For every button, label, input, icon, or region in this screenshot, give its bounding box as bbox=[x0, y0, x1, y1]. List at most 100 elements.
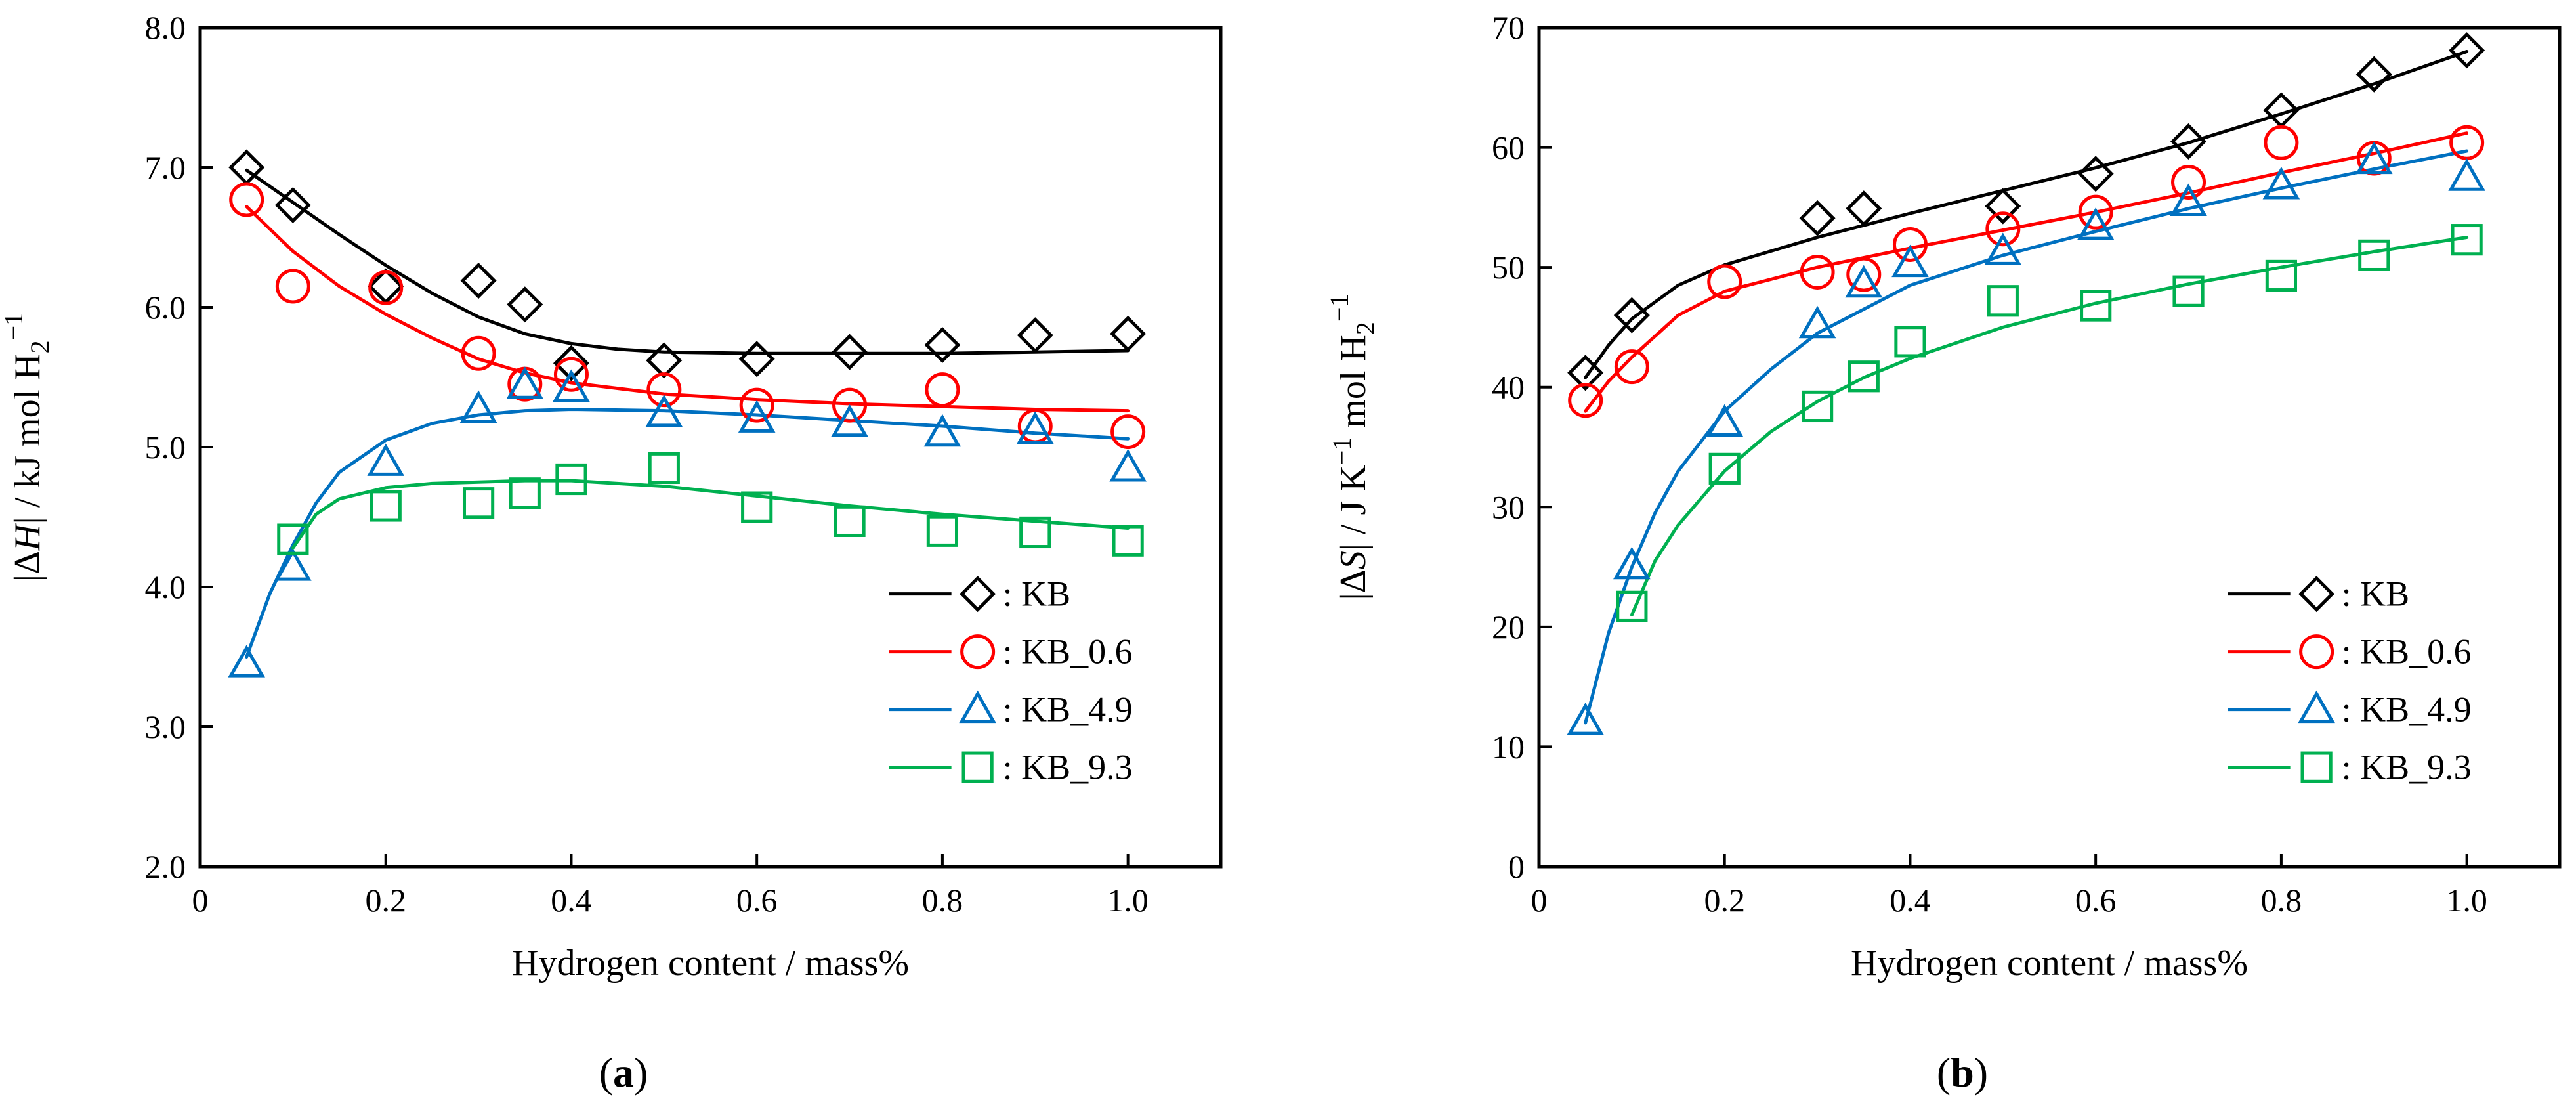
data-point bbox=[2078, 194, 2113, 230]
data-markers bbox=[228, 149, 1147, 678]
data-point bbox=[1567, 703, 1604, 735]
y-tick-label: 40 bbox=[1492, 369, 1525, 406]
data-point bbox=[509, 477, 541, 509]
data-point bbox=[648, 452, 680, 485]
data-point bbox=[1707, 264, 1742, 299]
data-point bbox=[739, 387, 774, 423]
data-point bbox=[645, 394, 683, 427]
legend-marker bbox=[960, 634, 996, 670]
data-point bbox=[1614, 349, 1649, 385]
data-point bbox=[1019, 516, 1051, 549]
x-tick-label: 0.4 bbox=[1890, 882, 1931, 919]
y-tick-label: 8.0 bbox=[145, 9, 186, 46]
data-point bbox=[275, 269, 310, 304]
data-point bbox=[925, 372, 960, 408]
data-point bbox=[1616, 590, 1648, 622]
legend: : KB: KB_0.6: KB_4.9: KB_9.3 bbox=[889, 574, 1133, 787]
data-point bbox=[555, 463, 587, 496]
x-tick-label: 1.0 bbox=[1107, 882, 1149, 919]
x-tick-label: 1.0 bbox=[2446, 882, 2487, 919]
data-point bbox=[926, 515, 959, 547]
legend-marker bbox=[961, 751, 994, 783]
data-point bbox=[1613, 546, 1651, 580]
y-tick-label: 7.0 bbox=[145, 149, 186, 186]
x-axis-title: Hydrogen content / mass% bbox=[512, 943, 909, 984]
legend-label: : KB_9.3 bbox=[1003, 748, 1133, 787]
data-point bbox=[1706, 404, 1744, 437]
data-point bbox=[2170, 123, 2207, 160]
data-markers bbox=[1567, 32, 2485, 735]
legend-marker bbox=[2298, 576, 2335, 613]
data-point bbox=[1801, 390, 1834, 423]
plot-frame bbox=[198, 26, 1223, 869]
data-point bbox=[459, 390, 497, 423]
data-point bbox=[1016, 411, 1054, 444]
y-axis-title: |ΔS| / J K−1 mol H2−1 bbox=[1324, 294, 1380, 601]
legend-marker bbox=[2300, 751, 2333, 783]
data-point bbox=[274, 186, 311, 224]
data-point bbox=[2264, 125, 2299, 160]
data-point bbox=[368, 270, 404, 305]
data-point bbox=[460, 262, 497, 299]
data-point bbox=[2262, 166, 2300, 200]
data-point bbox=[1892, 227, 1928, 262]
data-point bbox=[2172, 275, 2205, 307]
legend-label: : KB_9.3 bbox=[2342, 748, 2472, 787]
data-point bbox=[1846, 190, 1882, 227]
data-point bbox=[2358, 239, 2390, 271]
fit-line bbox=[1584, 131, 2469, 413]
y-tick-label: 3.0 bbox=[145, 708, 186, 745]
data-point bbox=[370, 490, 402, 522]
x-tick-label: 0.2 bbox=[365, 882, 406, 919]
data-point bbox=[1799, 200, 1836, 236]
fit-line bbox=[245, 168, 1130, 355]
data-point bbox=[553, 369, 590, 402]
data-point bbox=[834, 505, 866, 537]
panel-a: 0 0.2 0.4 0.6 0.8 1.0 2.0 3.0 4.0 5.0 6.0 7.0 8.0 : … bbox=[0, 9, 1223, 1096]
x-tick-label: 0.2 bbox=[1704, 882, 1745, 919]
fit-line bbox=[291, 479, 1130, 550]
data-point bbox=[1567, 355, 1604, 391]
data-point bbox=[367, 443, 405, 476]
x-tick-label: 0.8 bbox=[922, 882, 963, 919]
data-point bbox=[741, 491, 773, 523]
data-point bbox=[2355, 56, 2392, 93]
legend-label: : KB_0.6 bbox=[1003, 632, 1133, 672]
data-point bbox=[1846, 257, 1882, 292]
y-tick-label: 10 bbox=[1492, 728, 1525, 765]
x-axis-title: Hydrogen content / mass% bbox=[1851, 943, 2248, 984]
y-tick-label: 6.0 bbox=[145, 289, 186, 326]
fit-line bbox=[245, 408, 1130, 659]
data-point bbox=[1613, 297, 1650, 334]
data-point bbox=[2077, 156, 2114, 192]
data-point bbox=[923, 414, 961, 447]
data-point bbox=[1848, 360, 1880, 393]
data-point bbox=[2080, 290, 2112, 322]
data-point bbox=[2448, 158, 2485, 191]
data-point bbox=[2355, 141, 2393, 175]
data-point bbox=[1017, 317, 1053, 354]
data-point bbox=[1985, 211, 2021, 247]
legend-marker bbox=[2299, 634, 2334, 670]
data-point bbox=[1112, 525, 1144, 557]
data-point bbox=[1800, 254, 1835, 290]
panel-label: (a) bbox=[599, 1049, 648, 1096]
data-point bbox=[738, 341, 775, 378]
data-point bbox=[738, 400, 776, 433]
data-point bbox=[2449, 32, 2485, 69]
fit-curves bbox=[245, 168, 1130, 659]
y-tick-label: 2.0 bbox=[145, 848, 186, 885]
axis-ticks: 0 0.2 0.4 0.6 0.8 1.0 0 10 20 30 40 50 60 70 bbox=[1492, 9, 2487, 919]
legend-label: : KB_0.6 bbox=[2342, 632, 2472, 672]
data-point bbox=[1985, 188, 2021, 225]
fit-line bbox=[1584, 149, 2469, 725]
data-point bbox=[1110, 315, 1147, 353]
data-point bbox=[2077, 207, 2115, 240]
data-point bbox=[1568, 383, 1603, 418]
data-point bbox=[1891, 244, 1929, 278]
data-point bbox=[1894, 326, 1926, 358]
data-point bbox=[461, 335, 496, 371]
legend-marker bbox=[960, 576, 996, 613]
